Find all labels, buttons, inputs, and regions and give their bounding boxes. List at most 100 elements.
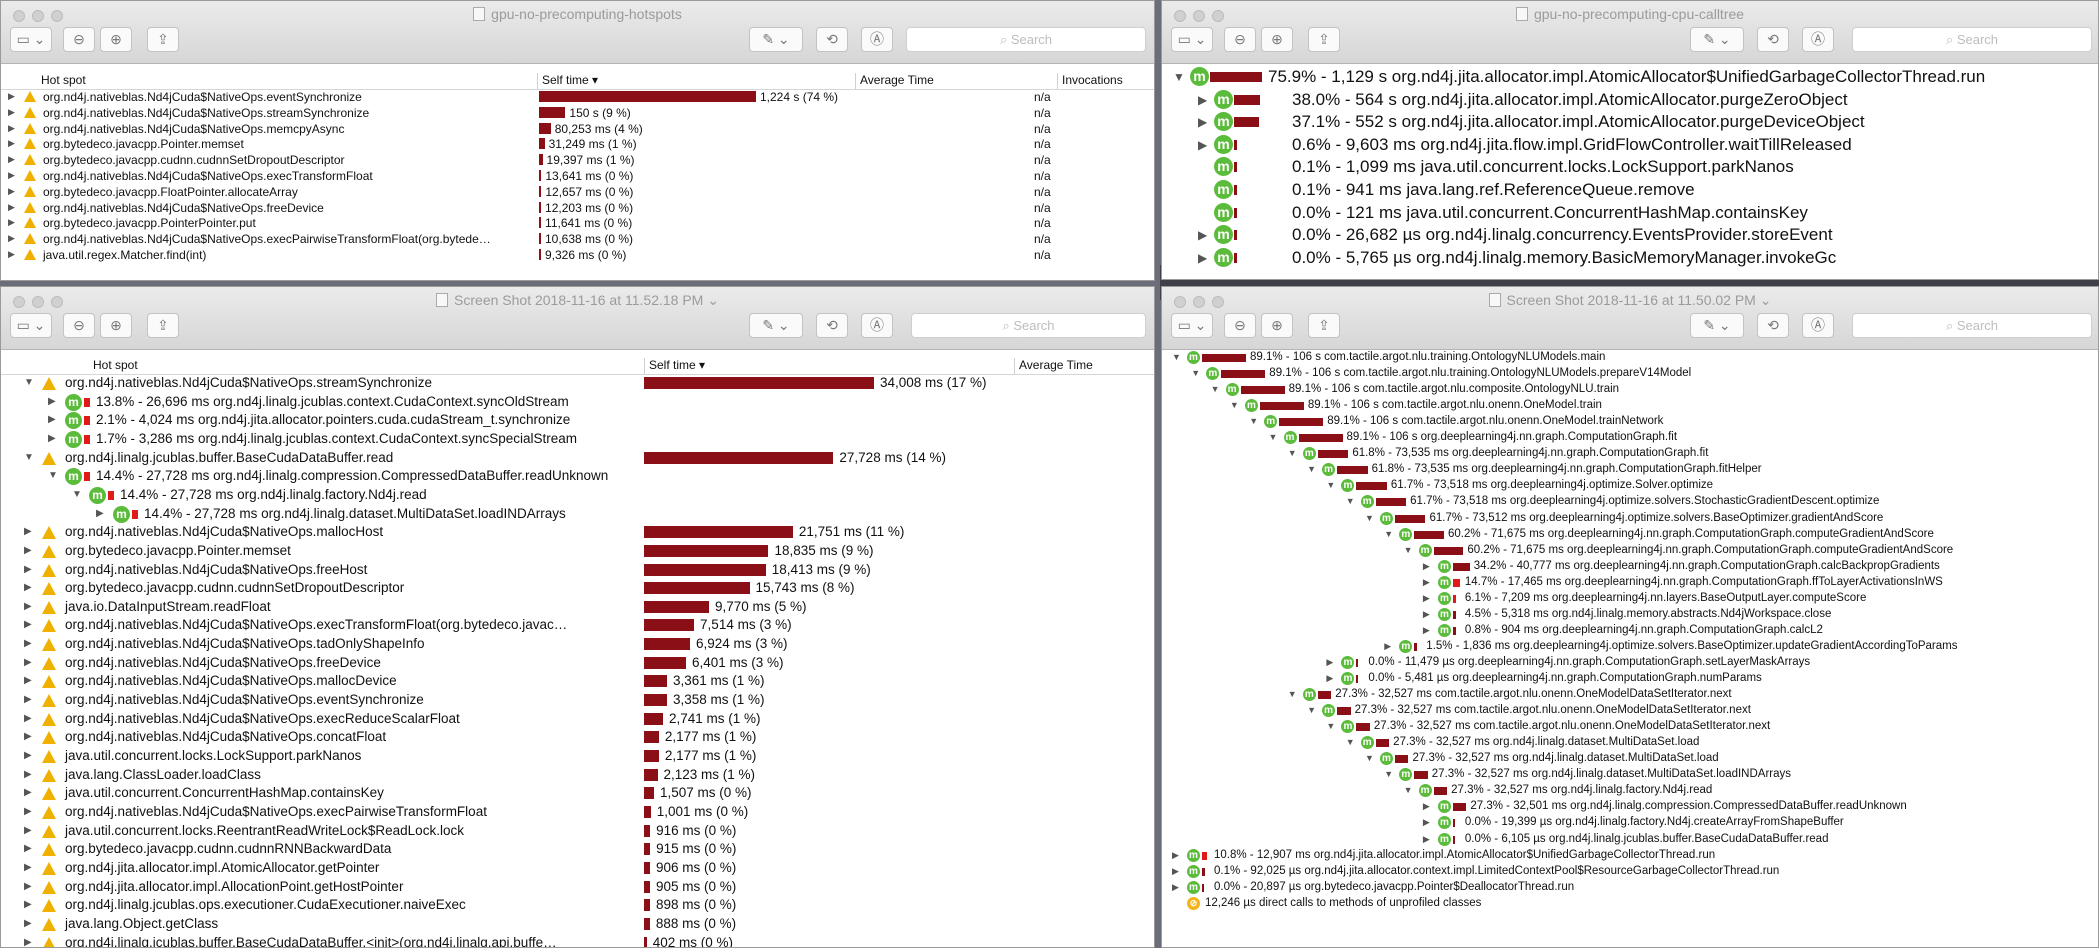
- annotate-button[interactable]: Ⓐ: [861, 27, 893, 52]
- table-row[interactable]: ▶ org.nd4j.nativeblas.Nd4jCuda$NativeOps.…: [1, 105, 1154, 120]
- disclosure-triangle-icon[interactable]: ▶: [1422, 624, 1430, 635]
- disclosure-triangle-icon[interactable]: ▶: [1422, 608, 1430, 619]
- disclosure-triangle-icon[interactable]: ▶: [48, 395, 56, 407]
- sidebar-toggle-button[interactable]: ▭ ⌄: [10, 313, 52, 338]
- calltree-node[interactable]: ▶ m 0.0% - 5,765 µs org.nd4j.linalg.memory…: [1162, 247, 2098, 269]
- disclosure-triangle-icon[interactable]: ▼: [1345, 496, 1355, 507]
- table-row[interactable]: ▶ org.bytedeco.javacpp.cudnn.cudnnRNNBack…: [1, 840, 1154, 858]
- calltree-node[interactable]: ▼ m 27.3% - 32,527 ms org.nd4j.linalg.fact…: [1162, 783, 2098, 799]
- rotate-button[interactable]: ⟲: [1757, 313, 1789, 338]
- disclosure-triangle-icon[interactable]: ▶: [1422, 576, 1430, 587]
- rotate-button[interactable]: ⟲: [1757, 27, 1789, 52]
- table-row[interactable]: ▶ org.nd4j.nativeblas.Nd4jCuda$NativeOps.…: [1, 89, 1154, 104]
- disclosure-triangle-icon[interactable]: ▶: [24, 917, 32, 929]
- disclosure-triangle-icon[interactable]: ▼: [48, 470, 58, 482]
- calltree-node[interactable]: ▼ m 89.1% - 106 s com.tactile.argot.nlu.tr…: [1162, 366, 2098, 382]
- disclosure-triangle-icon[interactable]: ▶: [24, 750, 32, 761]
- table-row[interactable]: ▶ org.nd4j.nativeblas.Nd4jCuda$NativeOps.…: [1, 710, 1154, 728]
- markup-button[interactable]: ✎ ⌄: [1690, 313, 1744, 338]
- calltree-node[interactable]: ▼ m 27.3% - 32,527 ms org.nd4j.linalg.data…: [1162, 767, 2098, 783]
- disclosure-triangle-icon[interactable]: ▶: [24, 544, 32, 556]
- backtrace-row[interactable]: ▶ m 2.1% - 4,024 ms org.nd4j.jita.allocato…: [1, 411, 1154, 430]
- calltree-node[interactable]: ▶ m 0.0% - 5,481 µs org.deeplearning4j.nn.…: [1162, 671, 2098, 687]
- sidebar-toggle-button[interactable]: ▭ ⌄: [10, 27, 52, 52]
- table-row[interactable]: ▶ org.nd4j.nativeblas.Nd4jCuda$NativeOps.…: [1, 231, 1154, 246]
- disclosure-triangle-icon[interactable]: ▶: [24, 936, 32, 948]
- disclosure-triangle-icon[interactable]: ▶: [1198, 228, 1208, 243]
- calltree-node[interactable]: ▼ m 60.2% - 71,675 ms org.deeplearning4j.n…: [1162, 527, 2098, 543]
- calltree-node[interactable]: ▼ m 89.1% - 106 s com.tactile.argot.nlu.on…: [1162, 414, 2098, 430]
- calltree-node[interactable]: ▶ m 0.0% - 19,399 µs org.nd4j.linalg.facto…: [1162, 815, 2098, 831]
- zoom-out-button[interactable]: ⊖: [63, 313, 95, 338]
- calltree-node[interactable]: ▶ m 0.6% - 9,603 ms org.nd4j.jita.flow.imp…: [1162, 134, 2098, 156]
- disclosure-triangle-icon[interactable]: ▼: [1326, 480, 1336, 491]
- calltree-node[interactable]: ⊘ 12,246 µs direct calls to methods of un…: [1162, 896, 2098, 912]
- table-row[interactable]: ▶ org.nd4j.nativeblas.Nd4jCuda$NativeOps.…: [1, 121, 1154, 136]
- disclosure-triangle-icon[interactable]: ▶: [1172, 865, 1179, 876]
- table-row[interactable]: ▶ org.nd4j.jita.allocator.impl.Allocation…: [1, 878, 1154, 896]
- calltree-node[interactable]: m 0.1% - 941 ms java.lang.ref.ReferenceQu…: [1162, 179, 2098, 201]
- disclosure-triangle-icon[interactable]: ▶: [1326, 673, 1334, 683]
- sidebar-toggle-button[interactable]: ▭ ⌄: [1171, 313, 1213, 338]
- disclosure-triangle-icon[interactable]: ▼: [1345, 737, 1355, 748]
- calltree-node[interactable]: ▶ m 0.0% - 20,897 µs org.bytedeco.javacpp.…: [1162, 880, 2098, 896]
- backtrace-row[interactable]: ▶ m 14.4% - 27,728 ms org.nd4j.linalg.data…: [1, 505, 1154, 523]
- sidebar-toggle-button[interactable]: ▭ ⌄: [1171, 27, 1213, 52]
- table-row[interactable]: ▶ org.nd4j.nativeblas.Nd4jCuda$NativeOps.…: [1, 803, 1154, 821]
- calltree-node[interactable]: ▼ m 89.1% - 106 s com.tactile.argot.nlu.co…: [1162, 382, 2098, 398]
- disclosure-triangle-icon[interactable]: ▼: [1249, 416, 1259, 427]
- table-row[interactable]: ▶ org.nd4j.nativeblas.Nd4jCuda$NativeOps.…: [1, 523, 1154, 541]
- calltree-node[interactable]: ▼ m 89.1% - 106 s com.tactile.argot.nlu.tr…: [1162, 350, 2098, 366]
- column-header-average-time[interactable]: Average Time: [855, 73, 1057, 89]
- disclosure-triangle-icon[interactable]: ▶: [24, 805, 32, 817]
- markup-button[interactable]: ✎ ⌄: [749, 313, 803, 338]
- annotate-button[interactable]: Ⓐ: [1802, 27, 1834, 52]
- zoom-in-button[interactable]: ⊕: [100, 313, 132, 338]
- disclosure-triangle-icon[interactable]: ▼: [1403, 544, 1413, 555]
- rotate-button[interactable]: ⟲: [816, 313, 848, 338]
- table-row[interactable]: ▼ org.nd4j.nativeblas.Nd4jCuda$NativeOps.…: [1, 374, 1154, 392]
- disclosure-triangle-icon[interactable]: ▶: [8, 249, 15, 259]
- table-row[interactable]: ▶ org.nd4j.jita.allocator.impl.AtomicAllo…: [1, 859, 1154, 877]
- calltree-node[interactable]: ▶ m 34.2% - 40,777 ms org.deeplearning4j.n…: [1162, 559, 2098, 575]
- disclosure-triangle-icon[interactable]: ▶: [1198, 137, 1208, 152]
- disclosure-triangle-icon[interactable]: ▶: [24, 563, 32, 575]
- markup-button[interactable]: ✎ ⌄: [1690, 27, 1744, 52]
- calltree-node[interactable]: ▶ m 37.1% - 552 s org.nd4j.jita.allocator.…: [1162, 111, 2098, 133]
- disclosure-triangle-icon[interactable]: ▼: [1365, 753, 1374, 764]
- calltree-node[interactable]: ▶ m 14.7% - 17,465 ms org.deeplearning4j.n…: [1162, 575, 2098, 591]
- backtrace-row[interactable]: ▶ m 13.8% - 26,696 ms org.nd4j.linalg.jcub…: [1, 393, 1154, 411]
- table-row[interactable]: ▶ org.nd4j.nativeblas.Nd4jCuda$NativeOps.…: [1, 691, 1154, 709]
- search-input[interactable]: ⌕ Search: [906, 27, 1146, 52]
- calltree-node[interactable]: ▼ m 27.3% - 32,527 ms com.tactile.argot.nl…: [1162, 719, 2098, 735]
- share-button[interactable]: ⇪: [147, 27, 179, 52]
- table-row[interactable]: ▶ org.bytedeco.javacpp.Pointer.memset 18,8…: [1, 542, 1154, 560]
- table-row[interactable]: ▶ java.util.concurrent.locks.ReentrantRea…: [1, 822, 1154, 840]
- annotate-button[interactable]: Ⓐ: [1802, 313, 1834, 338]
- calltree-node[interactable]: m 0.0% - 121 ms java.util.concurrent.Conc…: [1162, 202, 2098, 224]
- calltree-node[interactable]: ▶ m 10.8% - 12,907 ms org.nd4j.jita.alloca…: [1162, 848, 2098, 864]
- disclosure-triangle-icon[interactable]: ▼: [1287, 448, 1297, 459]
- calltree-node[interactable]: ▼ m 89.1% - 106 s org.deeplearning4j.nn.gr…: [1162, 430, 2098, 446]
- disclosure-triangle-icon[interactable]: ▼: [1268, 432, 1278, 443]
- traffic-lights[interactable]: [13, 9, 70, 27]
- table-row[interactable]: ▶ org.nd4j.linalg.jcublas.ops.executioner…: [1, 896, 1154, 914]
- disclosure-triangle-icon[interactable]: ▶: [24, 638, 32, 650]
- disclosure-triangle-icon[interactable]: ▶: [48, 414, 56, 426]
- disclosure-triangle-icon[interactable]: ▼: [24, 377, 34, 388]
- backtrace-row[interactable]: ▼ m 14.4% - 27,728 ms org.nd4j.linalg.fact…: [1, 486, 1154, 504]
- calltree-node[interactable]: ▶ m 0.1% - 92,025 µs org.nd4j.jita.allocat…: [1162, 864, 2098, 880]
- disclosure-triangle-icon[interactable]: ▶: [8, 201, 15, 212]
- search-input[interactable]: ⌕ Search: [1852, 313, 2092, 338]
- disclosure-triangle-icon[interactable]: ▶: [1422, 801, 1430, 812]
- disclosure-triangle-icon[interactable]: ▶: [8, 170, 15, 180]
- traffic-lights[interactable]: [1174, 295, 1231, 313]
- calltree-node[interactable]: ▼ m 60.2% - 71,675 ms org.deeplearning4j.n…: [1162, 543, 2098, 559]
- disclosure-triangle-icon[interactable]: ▶: [1172, 849, 1179, 860]
- table-row[interactable]: ▶ org.nd4j.nativeblas.Nd4jCuda$NativeOps.…: [1, 635, 1154, 653]
- disclosure-triangle-icon[interactable]: ▶: [24, 824, 32, 836]
- disclosure-triangle-icon[interactable]: ▶: [24, 787, 32, 799]
- disclosure-triangle-icon[interactable]: ▶: [24, 861, 32, 873]
- calltree-node[interactable]: ▼ m 61.7% - 73,518 ms org.deeplearning4j.o…: [1162, 478, 2098, 494]
- table-row[interactable]: ▶ java.util.concurrent.ConcurrentHashMap.…: [1, 784, 1154, 802]
